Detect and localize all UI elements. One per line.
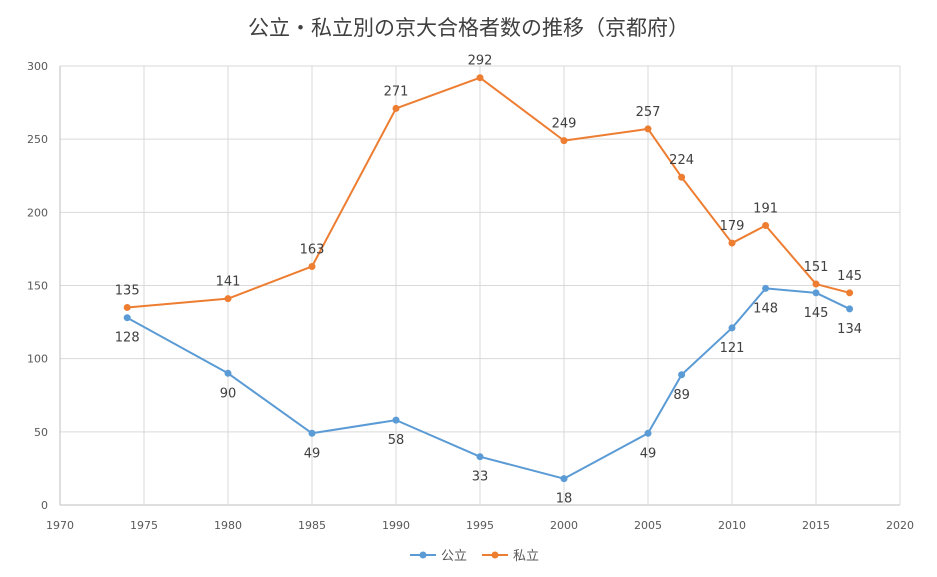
data-label-1-8: 179 xyxy=(720,219,745,234)
data-point-1-2 xyxy=(308,262,316,270)
y-tick-label-150: 150 xyxy=(27,280,48,293)
data-point-1-8 xyxy=(728,239,736,247)
grid xyxy=(59,65,901,506)
data-point-1-11 xyxy=(846,289,854,297)
data-point-0-10 xyxy=(812,289,820,297)
x-tick-label-1975: 1975 xyxy=(130,519,158,532)
x-tick-label-2015: 2015 xyxy=(802,519,830,532)
data-labels: 128 90 49 58 33 18 49 89 121 148 145 134 135 141 163 27… xyxy=(115,54,862,507)
x-tick-label-1995: 1995 xyxy=(466,519,494,532)
x-tick-label-2000: 2000 xyxy=(550,519,578,532)
data-label-1-2: 163 xyxy=(300,242,325,257)
data-label-1-11: 145 xyxy=(837,269,862,284)
y-tick-label-250: 250 xyxy=(27,133,48,146)
data-label-0-1: 90 xyxy=(220,386,237,401)
data-point-0-3 xyxy=(392,416,400,424)
data-point-1-4 xyxy=(476,74,484,82)
series xyxy=(123,74,854,483)
chart-title: 公立・私立別の京大合格者数の推移（京都府） xyxy=(248,16,689,40)
data-label-1-6: 257 xyxy=(636,105,661,120)
x-tick-label-1990: 1990 xyxy=(382,519,410,532)
data-point-1-7 xyxy=(678,173,686,181)
data-label-1-9: 191 xyxy=(753,202,778,217)
data-point-1-5 xyxy=(560,137,568,145)
series-line-0 xyxy=(126,287,851,480)
y-tick-label-300: 300 xyxy=(27,60,48,73)
x-tick-label-1985: 1985 xyxy=(298,519,326,532)
data-label-0-11: 134 xyxy=(837,322,862,337)
data-point-0-2 xyxy=(308,429,316,437)
data-point-0-9 xyxy=(762,284,770,292)
data-label-0-9: 148 xyxy=(753,301,778,316)
data-label-0-2: 49 xyxy=(304,446,321,461)
y-tick-label-200: 200 xyxy=(27,206,48,219)
x-tick-label-1970: 1970 xyxy=(46,519,74,532)
data-point-0-1 xyxy=(224,369,232,377)
data-point-1-9 xyxy=(762,222,770,230)
x-axis-ticks: 1970 1975 1980 1985 1990 1995 2000 2005 2010 2015… xyxy=(46,519,914,532)
legend-marker-1 xyxy=(491,551,499,559)
legend: 公立 私立 xyxy=(410,549,539,564)
data-point-0-7 xyxy=(678,371,686,379)
data-label-0-5: 18 xyxy=(556,492,573,507)
legend-label-1: 私立 xyxy=(513,549,539,564)
data-label-0-3: 58 xyxy=(388,433,405,448)
data-label-1-4: 292 xyxy=(468,54,493,69)
data-point-0-4 xyxy=(476,453,484,461)
data-point-1-10 xyxy=(812,280,820,288)
data-label-1-10: 151 xyxy=(804,260,829,275)
data-label-1-0: 135 xyxy=(115,283,140,298)
data-point-1-6 xyxy=(644,125,652,133)
data-label-1-5: 249 xyxy=(552,117,577,132)
data-label-1-3: 271 xyxy=(384,84,409,99)
data-label-1-7: 224 xyxy=(669,153,694,168)
data-point-0-8 xyxy=(728,324,736,332)
data-point-0-0 xyxy=(123,314,131,322)
legend-marker-0 xyxy=(419,551,427,559)
data-label-0-4: 33 xyxy=(472,470,489,485)
series-line-1 xyxy=(127,76,850,309)
data-label-0-7: 89 xyxy=(673,388,690,403)
x-tick-label-2020: 2020 xyxy=(886,519,914,532)
data-label-1-1: 141 xyxy=(216,275,241,290)
data-point-1-1 xyxy=(224,295,232,303)
y-tick-label-100: 100 xyxy=(27,353,48,366)
x-tick-label-2005: 2005 xyxy=(634,519,662,532)
y-tick-label-0: 0 xyxy=(41,499,48,512)
y-axis-ticks: 0 50 100 150 200 250 300 xyxy=(27,60,48,512)
x-tick-label-2010: 2010 xyxy=(718,519,746,532)
data-point-0-5 xyxy=(560,475,568,483)
y-tick-label-50: 50 xyxy=(34,426,48,439)
data-point-1-3 xyxy=(392,104,400,112)
data-label-0-0: 128 xyxy=(115,331,140,346)
x-tick-label-1980: 1980 xyxy=(214,519,242,532)
data-point-0-6 xyxy=(644,429,652,437)
data-label-0-6: 49 xyxy=(640,446,657,461)
data-label-0-10: 145 xyxy=(804,306,829,321)
data-label-0-8: 121 xyxy=(720,341,745,356)
data-point-1-0 xyxy=(123,303,131,311)
data-point-0-11 xyxy=(846,305,854,313)
legend-label-0: 公立 xyxy=(441,549,467,564)
